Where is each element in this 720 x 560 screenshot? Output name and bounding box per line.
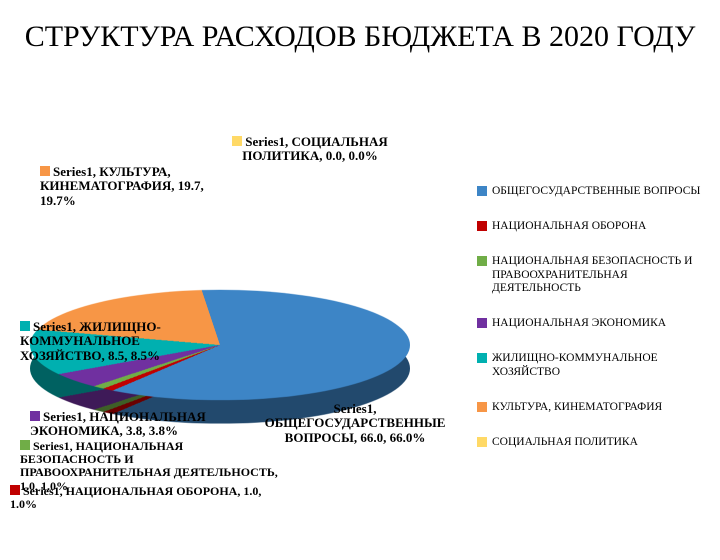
marker-icon: [40, 166, 50, 176]
legend-label: ОБЩЕГОСУДАРСТВЕННЫЕ ВОПРОСЫ: [492, 185, 702, 198]
label-defense: Series1, НАЦИОНАЛЬНАЯ ОБОРОНА, 1.0, 1.0%: [10, 485, 270, 511]
legend-label: НАЦИОНАЛЬНАЯ ЭКОНОМИКА: [492, 317, 702, 330]
legend-item-housing: ЖИЛИЩНО-КОММУНАЛЬНОЕ ХОЗЯЙСТВО: [477, 352, 702, 378]
marker-icon: [20, 440, 30, 450]
legend-swatch-icon: [477, 353, 487, 363]
legend-item-culture: КУЛЬТУРА, КИНЕМАТОГРАФИЯ: [477, 401, 702, 414]
legend-label: НАЦИОНАЛЬНАЯ ОБОРОНА: [492, 220, 702, 233]
chart-title: СТРУКТУРА РАСХОДОВ БЮДЖЕТА В 2020 ГОДУ: [0, 20, 720, 55]
legend-label: СОЦИАЛЬНАЯ ПОЛИТИКА: [492, 436, 702, 449]
label-general: Series1, ОБЩЕГОСУДАРСТВЕННЫЕ ВОПРОСЫ, 66…: [255, 402, 455, 445]
legend-swatch-icon: [477, 402, 487, 412]
label-social: Series1, СОЦИАЛЬНАЯ ПОЛИТИКА, 0.0, 0.0%: [230, 135, 390, 164]
legend-label: ЖИЛИЩНО-КОММУНАЛЬНОЕ ХОЗЯЙСТВО: [492, 352, 702, 378]
chart-legend: ОБЩЕГОСУДАРСТВЕННЫЕ ВОПРОСЫ НАЦИОНАЛЬНАЯ …: [477, 185, 702, 471]
marker-icon: [10, 485, 20, 495]
label-culture: Series1, КУЛЬТУРА, КИНЕМАТОГРАФИЯ, 19.7,…: [40, 165, 210, 208]
marker-icon: [232, 136, 242, 146]
legend-swatch-icon: [477, 221, 487, 231]
marker-icon: [20, 321, 30, 331]
legend-item-general: ОБЩЕГОСУДАРСТВЕННЫЕ ВОПРОСЫ: [477, 185, 702, 198]
label-housing: Series1, ЖИЛИЩНО-КОММУНАЛЬНОЕ ХОЗЯЙСТВО,…: [20, 320, 205, 363]
legend-item-security: НАЦИОНАЛЬНАЯ БЕЗОПАСНОСТЬ И ПРАВООХРАНИТ…: [477, 255, 702, 295]
legend-swatch-icon: [477, 256, 487, 266]
legend-swatch-icon: [477, 186, 487, 196]
legend-swatch-icon: [477, 437, 487, 447]
legend-item-economy: НАЦИОНАЛЬНАЯ ЭКОНОМИКА: [477, 317, 702, 330]
legend-item-social: СОЦИАЛЬНАЯ ПОЛИТИКА: [477, 436, 702, 449]
legend-label: КУЛЬТУРА, КИНЕМАТОГРАФИЯ: [492, 401, 702, 414]
legend-swatch-icon: [477, 318, 487, 328]
legend-label: НАЦИОНАЛЬНАЯ БЕЗОПАСНОСТЬ И ПРАВООХРАНИТ…: [492, 255, 702, 295]
marker-icon: [30, 411, 40, 421]
legend-item-defense: НАЦИОНАЛЬНАЯ ОБОРОНА: [477, 220, 702, 233]
label-economy: Series1, НАЦИОНАЛЬНАЯ ЭКОНОМИКА, 3.8, 3.…: [30, 410, 250, 439]
